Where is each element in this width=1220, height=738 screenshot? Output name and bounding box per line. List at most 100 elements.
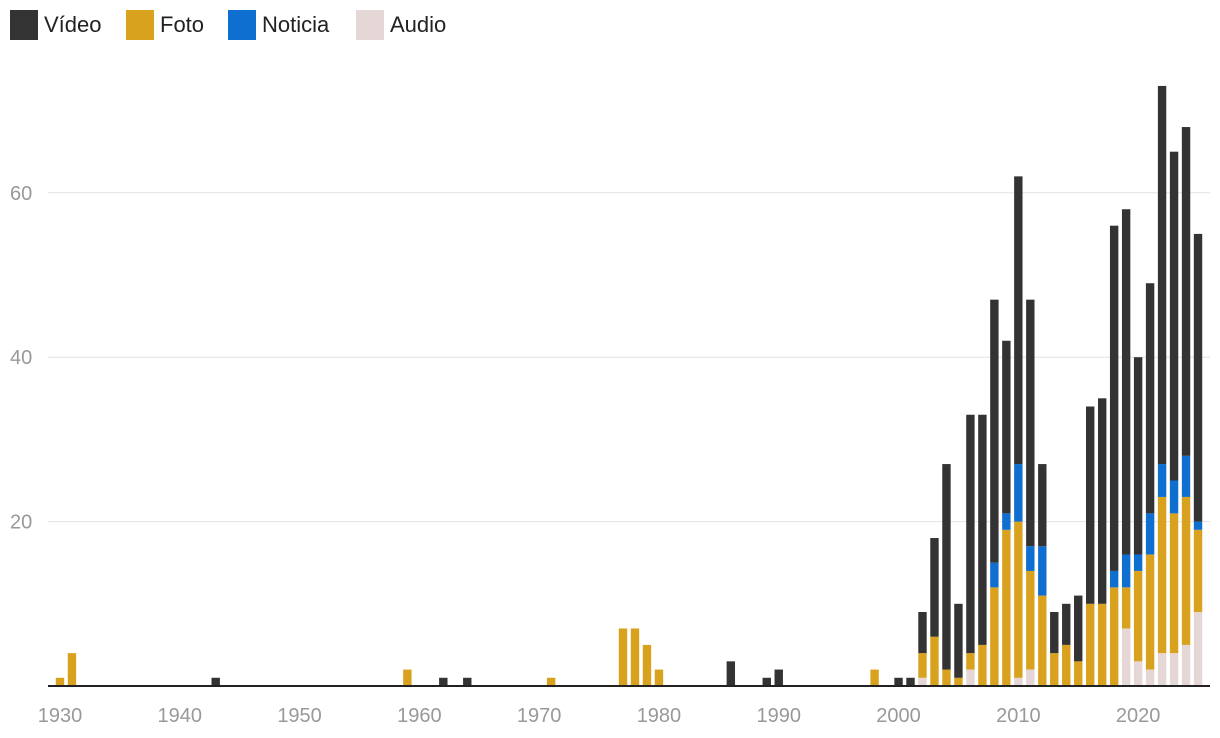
- y-tick-label: 60: [10, 183, 32, 205]
- x-tick-label: 2000: [876, 705, 921, 727]
- bar-foto-2004: [942, 669, 951, 686]
- bar-foto-2007: [978, 644, 987, 686]
- bar-foto-2010: [1014, 521, 1023, 678]
- bar-noticia-2008: [990, 562, 999, 588]
- bar-foto-1979: [642, 644, 652, 686]
- bar-noticia-2020: [1133, 554, 1143, 571]
- legend-swatch-video: [10, 10, 38, 40]
- bar-video-2001: [906, 677, 915, 686]
- bar-video-2000: [894, 677, 903, 686]
- bar-video-2018: [1109, 225, 1119, 571]
- bar-audio-2019: [1121, 628, 1131, 686]
- bar-noticia-2011: [1026, 546, 1035, 571]
- bar-foto-2014: [1062, 644, 1071, 686]
- bar-foto-1959: [403, 669, 412, 686]
- bar-foto-1930: [55, 677, 65, 686]
- bar-foto-2019: [1121, 587, 1131, 629]
- legend: Vídeo Foto Noticia Audio: [10, 10, 446, 40]
- bar-audio-2011: [1026, 669, 1035, 686]
- bar-video-2007: [978, 414, 987, 645]
- bar-video-1943: [211, 677, 220, 686]
- x-tick-label: 2010: [996, 705, 1041, 727]
- bar-foto-2003: [930, 636, 939, 686]
- x-tick-label: 1930: [38, 705, 83, 727]
- x-tick-label: 1990: [756, 705, 801, 727]
- bar-foto-2006: [966, 653, 975, 670]
- bar-foto-2025: [1193, 529, 1203, 613]
- y-tick-label: 20: [10, 512, 32, 534]
- x-tick-label: 1980: [637, 705, 682, 727]
- bar-video-2011: [1026, 299, 1035, 547]
- bar-audio-2025: [1193, 612, 1203, 686]
- bar-video-2003: [930, 538, 939, 637]
- bar-audio-2006: [966, 669, 975, 686]
- bar-video-2010: [1014, 176, 1023, 465]
- bar-video-2005: [954, 603, 963, 678]
- bar-video-2004: [942, 464, 951, 670]
- x-tick-label: 1960: [397, 705, 442, 727]
- bar-video-2025: [1193, 233, 1203, 522]
- bar-noticia-2023: [1169, 480, 1179, 514]
- bar-foto-2024: [1181, 496, 1191, 645]
- legend-swatch-noticia: [228, 10, 256, 40]
- bar-video-2017: [1097, 398, 1107, 604]
- bar-video-2009: [1002, 340, 1011, 514]
- bar-video-1986: [726, 661, 736, 686]
- bar-audio-2020: [1133, 661, 1143, 686]
- bar-foto-1978: [630, 628, 640, 686]
- x-axis-ticks: 1930 1940 1950 1960 1970 1980 1990 2000 2010 2020: [38, 705, 1161, 727]
- bar-foto-1931: [67, 653, 77, 686]
- bar-noticia-2018: [1109, 570, 1119, 588]
- bar-video-1962: [439, 677, 448, 686]
- bar-noticia-2021: [1145, 513, 1155, 555]
- y-tick-label: 40: [10, 347, 32, 369]
- bar-foto-1977: [618, 628, 628, 686]
- legend-label-foto: Foto: [160, 12, 204, 37]
- bar-noticia-2019: [1121, 554, 1131, 588]
- bar-video-2016: [1086, 406, 1095, 604]
- bar-foto-2011: [1026, 570, 1035, 670]
- bar-video-1989: [762, 677, 771, 686]
- bar-noticia-2009: [1002, 513, 1011, 530]
- y-axis-ticks: 20 40 60: [10, 183, 32, 534]
- bar-foto-2023: [1169, 513, 1179, 654]
- bar-video-2019: [1121, 209, 1131, 555]
- series-foto: [55, 496, 1203, 686]
- series-noticia: [990, 455, 1203, 596]
- bar-video-2006: [966, 414, 975, 654]
- x-tick-label: 2020: [1116, 705, 1161, 727]
- bar-video-2002: [918, 612, 927, 654]
- bar-foto-1980: [654, 669, 664, 686]
- bar-foto-2009: [1002, 529, 1011, 686]
- bar-noticia-2012: [1038, 546, 1047, 596]
- bar-audio-2021: [1145, 669, 1155, 686]
- bar-video-1990: [774, 669, 783, 686]
- bar-audio-2022: [1157, 653, 1167, 686]
- bar-foto-2017: [1097, 603, 1107, 686]
- bar-foto-2018: [1109, 587, 1119, 686]
- bar-noticia-2022: [1157, 464, 1167, 497]
- series-video: [211, 85, 1203, 686]
- bar-video-2023: [1169, 151, 1179, 481]
- bar-audio-2010: [1014, 677, 1023, 686]
- bar-foto-1998: [870, 669, 879, 686]
- x-tick-label: 1940: [158, 705, 203, 727]
- bar-foto-2005: [954, 677, 963, 686]
- bar-foto-2013: [1050, 653, 1059, 686]
- series-audio: [918, 612, 1203, 686]
- bar-video-2015: [1074, 595, 1083, 662]
- x-tick-label: 1950: [277, 705, 322, 727]
- bar-foto-2008: [990, 587, 999, 686]
- legend-label-video: Vídeo: [44, 12, 102, 37]
- bar-foto-1971: [546, 677, 556, 686]
- bar-video-2021: [1145, 283, 1155, 514]
- legend-swatch-audio: [356, 10, 384, 40]
- legend-label-audio: Audio: [390, 12, 446, 37]
- bars: [55, 85, 1203, 686]
- bar-audio-2024: [1181, 644, 1191, 686]
- bar-foto-2016: [1086, 603, 1095, 686]
- bar-foto-2002: [918, 653, 927, 678]
- bar-video-2013: [1050, 612, 1059, 654]
- gridlines: [48, 192, 1210, 523]
- bar-foto-2015: [1074, 661, 1083, 686]
